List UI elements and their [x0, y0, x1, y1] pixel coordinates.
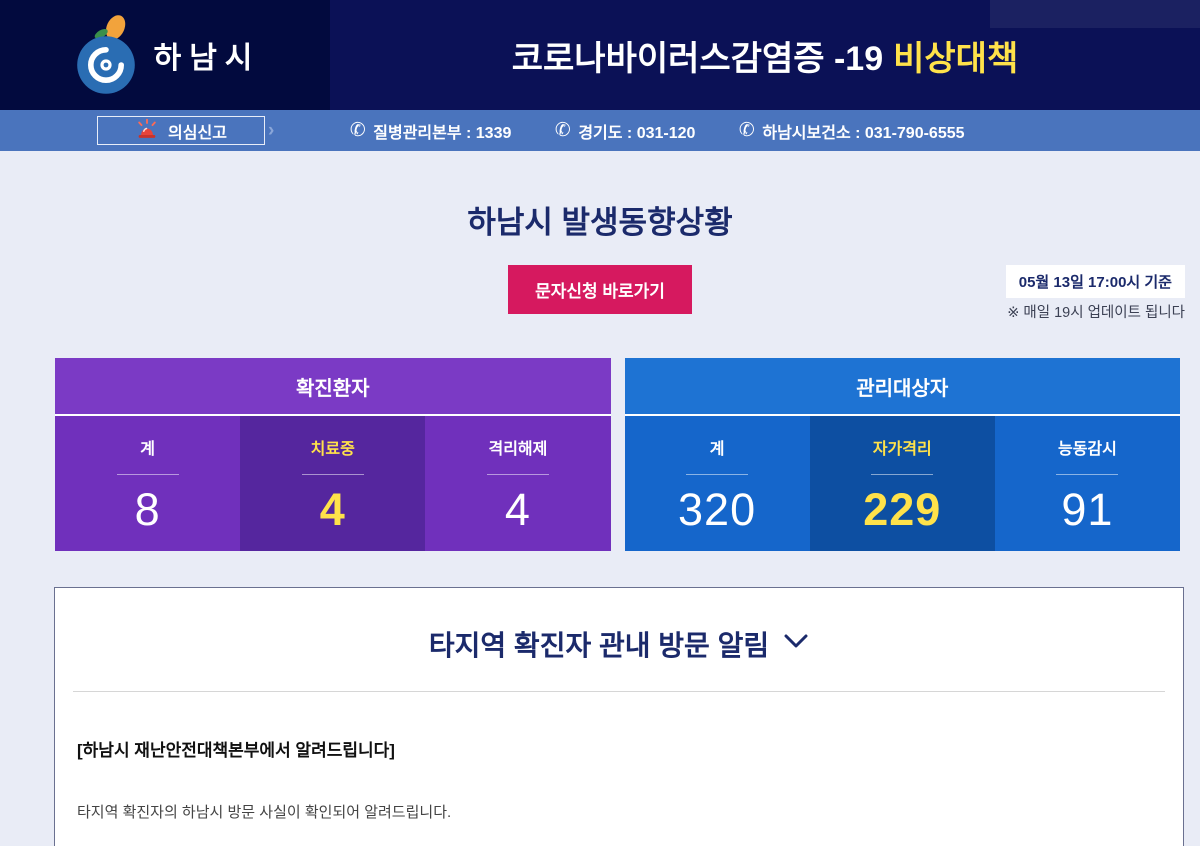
as-of-timestamp: 05월 13일 17:00시 기준 — [1005, 265, 1185, 298]
divider — [1056, 474, 1119, 475]
header: 하남시 코로나바이러스감염증 -19 비상대책 — [0, 0, 1200, 110]
managed-card-body: 계 320 자가격리 229 능동감시 91 — [624, 416, 1181, 551]
divider — [871, 474, 934, 475]
managed-card-title: 관리대상자 — [624, 358, 1180, 416]
stat-col-self-quarantine: 자가격리 229 — [809, 416, 995, 551]
stat-value: 4 — [319, 484, 346, 535]
stat-label: 치료중 — [310, 441, 355, 458]
siren-icon — [135, 118, 159, 144]
stat-col-active-monitoring: 능동감시 91 — [994, 416, 1181, 551]
stat-value: 4 — [504, 484, 531, 535]
stat-col-released: 격리해제 4 — [425, 416, 611, 551]
phone-icon: ✆ — [738, 118, 757, 143]
notice-heading: [하남시 재난안전대책본부에서 알려드립니다] — [77, 741, 395, 760]
hotline-bar: 의심신고 › ✆ 질병관리본부 : 1339 ✆ 경기도 : 031-120 ✆… — [0, 110, 1200, 151]
hotline-contacts: ✆ 질병관리본부 : 1339 ✆ 경기도 : 031-120 ✆ 하남시보건소… — [348, 118, 965, 143]
divider — [686, 474, 749, 475]
chevron-right-icon: › — [268, 119, 275, 141]
phone-icon: ✆ — [554, 118, 573, 143]
stat-col-total: 계 8 — [55, 416, 241, 551]
stat-cards: 확진환자 계 8 치료중 4 격리해제 4 관리대상자 계 — [55, 358, 1181, 551]
divider — [116, 474, 179, 475]
contact-label: 경기도 : 031-120 — [578, 124, 696, 142]
divider — [486, 474, 549, 475]
contact-label: 질병관리본부 : 1339 — [373, 124, 512, 142]
page-title: 하남시 발생동향상황 — [467, 205, 733, 240]
stat-value: 91 — [1061, 484, 1114, 535]
stat-value: 229 — [863, 484, 942, 535]
banner-title-accent: 비상대책 — [893, 39, 1019, 78]
confirmed-patients-card: 확진환자 계 8 치료중 4 격리해제 4 — [55, 358, 611, 551]
contact-label: 하남시보건소 : 031-790-6555 — [762, 124, 965, 142]
confirmed-card-title: 확진환자 — [55, 358, 611, 416]
banner-title-main: 코로나바이러스감염증 -19 — [511, 39, 884, 78]
update-note: ※ 매일 19시 업데이트 됩니다 — [1007, 305, 1185, 321]
logo-panel: 하남시 — [0, 0, 330, 110]
sms-signup-button[interactable]: 문자신청 바로가기 — [508, 265, 692, 314]
chevron-down-icon[interactable] — [783, 633, 809, 655]
stat-label: 계 — [140, 441, 155, 458]
stat-label: 격리해제 — [488, 441, 548, 458]
stat-col-total: 계 320 — [624, 416, 810, 551]
logo-text: 하남시 — [153, 42, 261, 75]
managed-persons-card: 관리대상자 계 320 자가격리 229 능동감시 91 — [624, 358, 1181, 551]
notice-title-row[interactable]: 타지역 확진자 관내 방문 알림 — [55, 624, 1183, 664]
phone-icon: ✆ — [348, 118, 368, 143]
stat-label: 능동감시 — [1057, 441, 1117, 458]
visit-notice-panel: 타지역 확진자 관내 방문 알림 [하남시 재난안전대책본부에서 알려드립니다]… — [54, 587, 1184, 846]
suspect-report-button[interactable]: 의심신고 — [97, 116, 265, 145]
confirmed-card-body: 계 8 치료중 4 격리해제 4 — [55, 416, 611, 551]
stat-label: 계 — [709, 441, 725, 458]
stat-value: 8 — [134, 484, 161, 535]
corner-patch — [990, 0, 1200, 28]
notice-title: 타지역 확진자 관내 방문 알림 — [428, 630, 770, 661]
controls-row: 문자신청 바로가기 05월 13일 17:00시 기준 ※ 매일 19시 업데이… — [0, 265, 1200, 327]
contact-kcdc: ✆ 질병관리본부 : 1339 — [348, 118, 512, 143]
stat-value: 320 — [678, 484, 757, 535]
notice-body-line: 타지역 확진자의 하남시 방문 사실이 확인되어 알려드립니다. — [77, 804, 452, 821]
contact-health-center: ✆ 하남시보건소 : 031-790-6555 — [738, 118, 965, 143]
divider — [301, 474, 364, 475]
suspect-report-label: 의심신고 — [168, 124, 227, 142]
divider — [73, 691, 1165, 692]
banner-panel: 코로나바이러스감염증 -19 비상대책 — [330, 0, 1200, 110]
stat-label: 자가격리 — [872, 441, 932, 458]
hanam-city-logo-icon — [70, 7, 142, 104]
stat-col-in-treatment: 치료중 4 — [240, 416, 426, 551]
banner-title: 코로나바이러스감염증 -19 비상대책 — [512, 31, 1019, 80]
contact-gyeonggi: ✆ 경기도 : 031-120 — [554, 118, 696, 143]
